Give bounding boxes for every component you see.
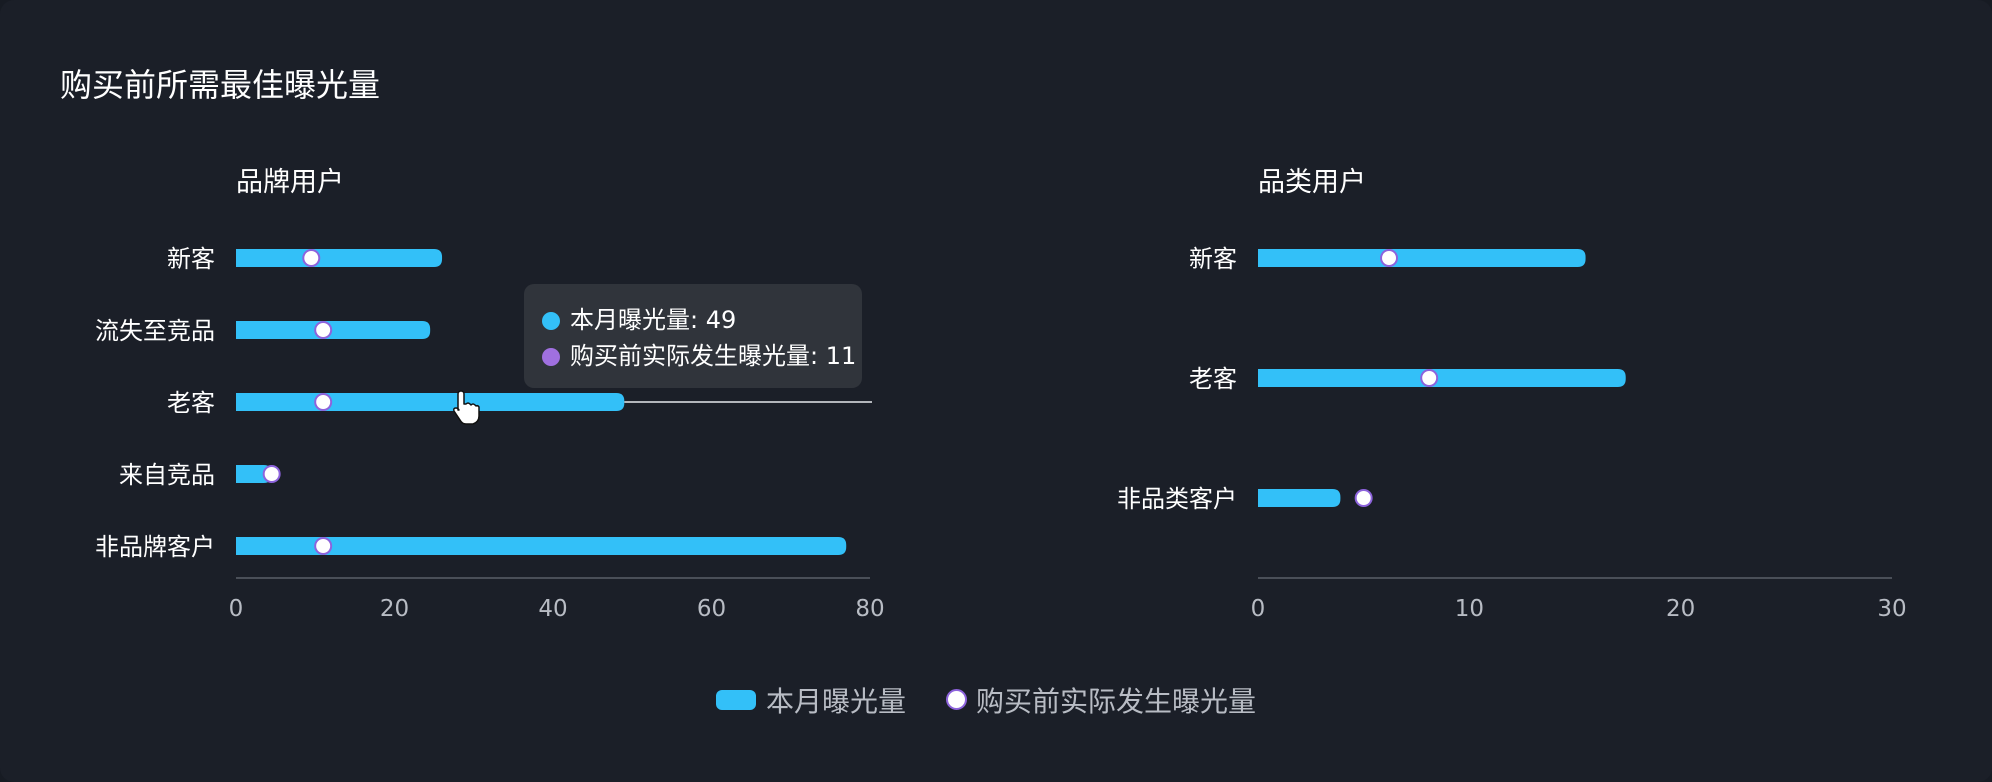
bar (1258, 249, 1586, 267)
tooltip-bar-dot (542, 312, 560, 330)
x-tick-label: 20 (1666, 596, 1695, 622)
panel-title-brand: 品牌用户 (236, 167, 344, 198)
y-category-label: 非品类客户 (1117, 485, 1237, 513)
point-marker (314, 321, 333, 339)
tooltip-bar-text: 本月曝光量: 49 (570, 306, 737, 334)
point-marker (1420, 369, 1439, 387)
page-title: 购买前所需最佳曝光量 (60, 66, 381, 104)
y-category-label: 老客 (167, 389, 215, 417)
point-marker (1354, 489, 1373, 507)
legend-point-swatch (946, 689, 967, 710)
x-tick-label: 60 (697, 596, 726, 622)
x-tick-label: 40 (538, 596, 567, 622)
point-marker (314, 393, 333, 411)
tooltip-point-text: 购买前实际发生曝光量: 11 (570, 342, 857, 370)
bar (236, 249, 443, 267)
x-tick-label: 0 (1251, 596, 1266, 622)
bar (1258, 369, 1626, 387)
x-tick-label: 0 (229, 596, 244, 622)
legend-item-bar[interactable]: 本月曝光量 (716, 680, 906, 720)
x-tick-label: 20 (380, 596, 409, 622)
bar (236, 465, 272, 483)
y-category-label: 非品牌客户 (95, 533, 215, 561)
tooltip-point-dot (542, 348, 560, 366)
tooltip-row-bar: 本月曝光量: 49 (542, 300, 736, 335)
point-marker (314, 537, 333, 555)
point-marker (302, 249, 321, 267)
bar (236, 537, 847, 555)
legend-item-point[interactable]: 购买前实际发生曝光量 (946, 680, 1256, 720)
y-category-label: 新客 (1189, 245, 1237, 273)
legend-point-label: 购买前实际发生曝光量 (976, 685, 1257, 718)
x-tick-label: 80 (855, 596, 884, 622)
bar (236, 321, 431, 339)
point-marker (262, 465, 281, 483)
tooltip-row-point: 购买前实际发生曝光量: 11 (542, 336, 856, 371)
x-tick-label: 10 (1455, 596, 1484, 622)
y-category-label: 流失至竞品 (95, 317, 215, 345)
hand-cursor-icon (453, 390, 480, 425)
legend-bar-label: 本月曝光量 (766, 685, 907, 718)
point-marker (1380, 249, 1399, 267)
y-category-label: 老客 (1189, 365, 1237, 393)
y-category-label: 来自竞品 (119, 461, 215, 489)
x-tick-label: 30 (1877, 596, 1906, 622)
bar (1258, 489, 1341, 507)
y-category-label: 新客 (167, 245, 215, 273)
legend-bar-swatch (716, 690, 756, 710)
panel-title-category: 品类用户 (1258, 167, 1366, 198)
bar (236, 393, 625, 411)
tooltip: 本月曝光量: 49 购买前实际发生曝光量: 11 (524, 284, 862, 388)
